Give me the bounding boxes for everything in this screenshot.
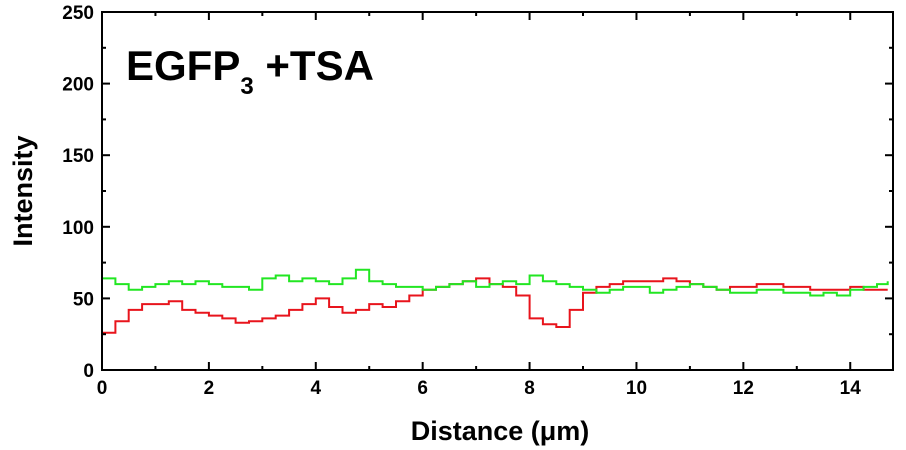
x-tick-label: 4 bbox=[310, 378, 321, 399]
chart-title-suffix: +TSA bbox=[254, 42, 374, 89]
x-tick-label: 14 bbox=[840, 378, 862, 399]
y-tick-label: 50 bbox=[73, 289, 94, 310]
series-line-2 bbox=[102, 268, 889, 297]
x-axis-ticks: 0 2 4 6 8 10 12 14 bbox=[97, 12, 862, 399]
chart-title: EGFP3 +TSA bbox=[126, 42, 374, 100]
x-tick-label: 8 bbox=[524, 378, 535, 399]
chart-title-subscript: 3 bbox=[240, 73, 253, 100]
x-tick-label: 12 bbox=[733, 378, 754, 399]
x-tick-label: 6 bbox=[417, 378, 428, 399]
y-tick-label: 200 bbox=[62, 75, 94, 96]
x-tick-label: 10 bbox=[626, 378, 647, 399]
y-tick-label: 150 bbox=[62, 146, 94, 167]
series-layer bbox=[102, 268, 889, 334]
x-axis-label: Distance (μm) bbox=[411, 416, 590, 446]
y-axis-label: Intensity bbox=[8, 135, 38, 246]
y-tick-label: 100 bbox=[62, 218, 94, 239]
y-axis-ticks: 0 50 100 150 200 250 bbox=[62, 3, 893, 382]
chart-title-main: EGFP bbox=[126, 42, 240, 89]
x-tick-label: 0 bbox=[97, 378, 108, 399]
y-tick-label: 250 bbox=[62, 3, 94, 24]
y-tick-label: 0 bbox=[83, 361, 94, 382]
x-tick-label: 2 bbox=[204, 378, 215, 399]
